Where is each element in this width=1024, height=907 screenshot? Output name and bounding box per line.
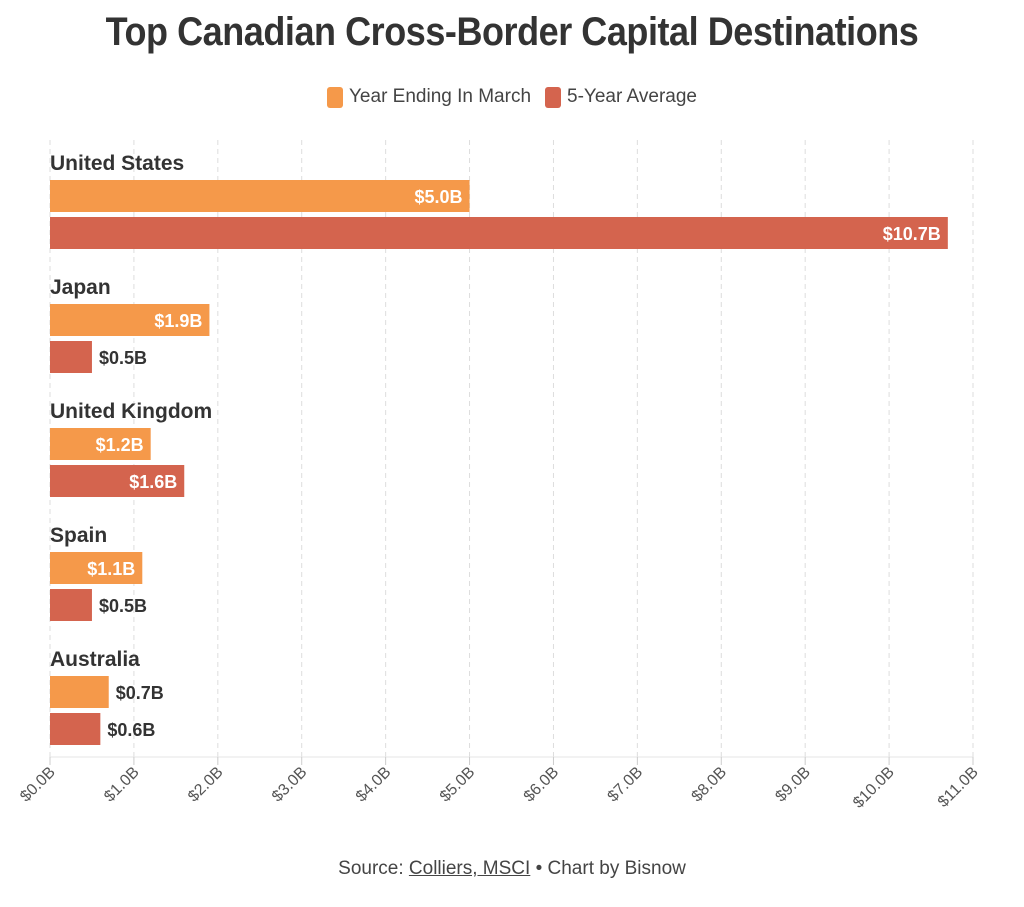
x-tick-label: $11.0B xyxy=(935,764,982,811)
source-prefix: Source: xyxy=(338,858,409,879)
bar[interactable] xyxy=(50,465,185,497)
legend-swatch-year-ending xyxy=(327,86,343,108)
bar[interactable] xyxy=(50,552,143,584)
x-tick-label: $3.0B xyxy=(269,764,311,806)
x-tick-label: $6.0B xyxy=(521,764,563,806)
source-link[interactable]: Colliers, MSCI xyxy=(408,858,531,879)
category-label: United Kingdom xyxy=(50,400,212,423)
data-label: $1.1B xyxy=(87,559,135,579)
bar[interactable] xyxy=(50,428,151,460)
data-label: $1.2B xyxy=(96,435,144,455)
bar[interactable] xyxy=(50,589,92,621)
x-tick-label: $0.0B xyxy=(17,764,59,806)
bar[interactable] xyxy=(50,341,92,373)
legend-label-5-year-average: 5-Year Average xyxy=(567,86,697,107)
data-label: $0.5B xyxy=(99,348,147,368)
bar[interactable] xyxy=(50,180,470,212)
data-label: $5.0B xyxy=(414,187,462,207)
x-tick-label: $4.0B xyxy=(353,764,395,806)
legend: Year Ending In March 5-Year Average xyxy=(0,86,1024,108)
category-label: United States xyxy=(50,152,184,175)
x-tick-label: $7.0B xyxy=(605,764,647,806)
x-tick-label: $9.0B xyxy=(772,764,814,806)
data-label: $0.5B xyxy=(99,596,147,616)
legend-label-year-ending: Year Ending In March xyxy=(349,86,532,107)
category-label: Australia xyxy=(50,648,140,671)
data-label: $0.6B xyxy=(107,720,155,740)
bar[interactable] xyxy=(50,713,101,745)
source-suffix: • Chart by Bisnow xyxy=(530,858,686,879)
bar[interactable] xyxy=(50,217,948,249)
data-label: $10.7B xyxy=(883,224,941,244)
bar[interactable] xyxy=(50,304,210,336)
data-label: $0.7B xyxy=(116,683,164,703)
data-label: $1.9B xyxy=(154,311,202,331)
x-tick-label: $10.0B xyxy=(850,764,898,812)
legend-item-5-year-average[interactable]: 5-Year Average xyxy=(545,86,697,108)
x-tick-label: $2.0B xyxy=(185,764,227,806)
chart-title: Top Canadian Cross-Border Capital Destin… xyxy=(105,10,919,54)
data-label: $1.6B xyxy=(129,472,177,492)
category-label: Japan xyxy=(50,276,111,299)
x-tick-label: $1.0B xyxy=(101,764,143,806)
legend-item-year-ending[interactable]: Year Ending In March xyxy=(327,86,531,108)
x-tick-label: $8.0B xyxy=(689,764,731,806)
category-label: Spain xyxy=(50,524,107,547)
source-note: Source: Colliers, MSCI • Chart by Bisnow xyxy=(0,858,1024,880)
bar[interactable] xyxy=(50,676,109,708)
x-tick-label: $5.0B xyxy=(437,764,479,806)
legend-swatch-5-year-average xyxy=(545,86,562,108)
